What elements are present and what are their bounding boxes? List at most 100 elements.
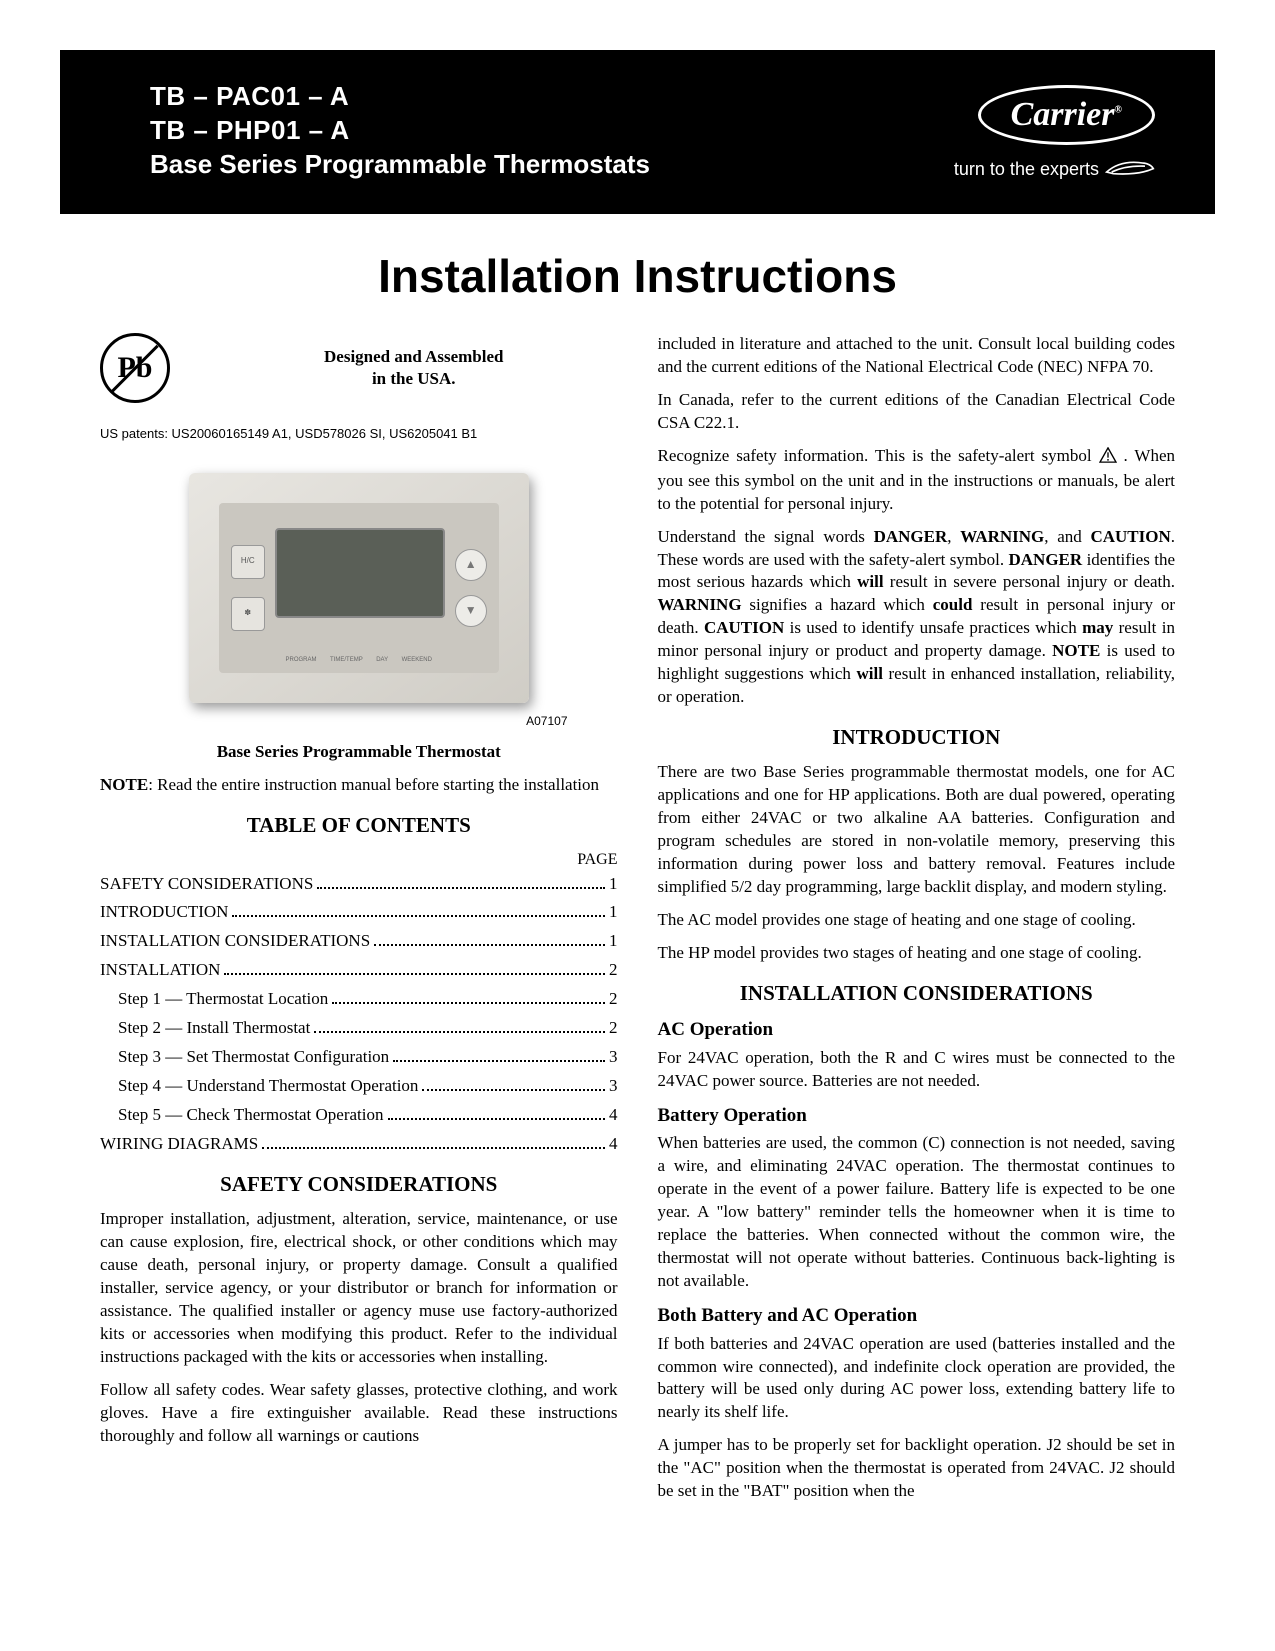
toc-page: 1 [609, 930, 618, 953]
toc-label: Step 5 — Check Thermostat Operation [118, 1104, 384, 1127]
toc-page: 4 [609, 1133, 618, 1156]
safety-paragraph-2: Follow all safety codes. Wear safety gla… [100, 1379, 618, 1448]
toc-item: INTRODUCTION 1 [100, 901, 618, 924]
toc-leader [393, 1060, 605, 1062]
toc-leader [314, 1031, 605, 1033]
both-operation-heading: Both Battery and AC Operation [658, 1303, 1176, 1329]
toc-item: Step 2 — Install Thermostat 2 [100, 1017, 618, 1040]
toc-leader [224, 973, 605, 975]
down-button-icon: ▼ [455, 595, 487, 627]
sw-caution-2: CAUTION [704, 618, 784, 637]
toc-item: WIRING DIAGRAMS 4 [100, 1133, 618, 1156]
brand-block: Carrier® turn to the experts [954, 80, 1155, 184]
sw-s4: signifies a hazard which [742, 595, 933, 614]
toc-item: Step 4 — Understand Thermostat Operation… [100, 1075, 618, 1098]
toc-leader [388, 1118, 606, 1120]
right-paragraph-2: In Canada, refer to the current editions… [658, 389, 1176, 435]
brand-tagline-row: turn to the experts [954, 155, 1155, 184]
toc-item: Step 3 — Set Thermostat Configuration 3 [100, 1046, 618, 1069]
thermostat-device-image: H/C ✽ ▲ ▼ PROGRAMTIME/TEMPDAYWEEKEND [189, 473, 529, 703]
toc-leader [332, 1002, 605, 1004]
toc-list: SAFETY CONSIDERATIONS1 INTRODUCTION1 INS… [100, 873, 618, 1156]
right-paragraph-1: included in literature and attached to t… [658, 333, 1176, 379]
sw-will-2: will [856, 664, 882, 683]
toc-page: 4 [609, 1104, 618, 1127]
pb-symbol: Pb [117, 348, 152, 389]
sw-will: will [857, 572, 883, 591]
ac-paragraph: For 24VAC operation, both the R and C wi… [658, 1047, 1176, 1093]
toc-item: INSTALLATION2 [100, 959, 618, 982]
toc-page: 2 [609, 1017, 618, 1040]
battery-operation-heading: Battery Operation [658, 1103, 1176, 1129]
safety-paragraph-1: Improper installation, adjustment, alter… [100, 1208, 618, 1369]
page: TB – PAC01 – A TB – PHP01 – A Base Serie… [0, 50, 1275, 1573]
toc-label: Step 3 — Set Thermostat Configuration [118, 1046, 389, 1069]
lead-free-icon: Pb [100, 333, 170, 403]
up-button-icon: ▲ [455, 549, 487, 581]
battery-paragraph: When batteries are used, the common (C) … [658, 1132, 1176, 1293]
patents-line: US patents: US20060165149 A1, USD578026 … [100, 425, 618, 443]
sw-sep1: , [947, 527, 960, 546]
toc-label: Step 2 — Install Thermostat [118, 1017, 310, 1040]
toc-item: SAFETY CONSIDERATIONS1 [100, 873, 618, 896]
toc-leader [262, 1147, 605, 1149]
document-title: Installation Instructions [0, 249, 1275, 303]
content-columns: Pb Designed and Assembled in the USA. US… [0, 333, 1275, 1573]
designed-line-2: in the USA. [372, 369, 456, 388]
brand-logo: Carrier® [978, 85, 1155, 145]
safety-heading: SAFETY CONSIDERATIONS [100, 1170, 618, 1198]
toc-item: Step 5 — Check Thermostat Operation 4 [100, 1104, 618, 1127]
toc-label: INTRODUCTION [100, 901, 228, 924]
toc-heading: TABLE OF CONTENTS [100, 811, 618, 839]
toc-label: SAFETY CONSIDERATIONS [100, 873, 313, 896]
toc-label: Step 1 — Thermostat Location [118, 988, 328, 1011]
note-paragraph: NOTE: Read the entire instruction manual… [100, 774, 618, 797]
p3-part-a: Recognize safety information. This is th… [658, 446, 1099, 465]
toc-page: 2 [609, 988, 618, 1011]
introduction-heading: INTRODUCTION [658, 723, 1176, 751]
toc-leader [232, 915, 605, 917]
document-header: TB – PAC01 – A TB – PHP01 – A Base Serie… [60, 50, 1215, 214]
model-number-2: TB – PHP01 – A [150, 114, 650, 148]
product-subtitle: Base Series Programmable Thermostats [150, 148, 650, 182]
toc-item: INSTALLATION CONSIDERATIONS 1 [100, 930, 618, 953]
toc-page: 1 [609, 901, 618, 924]
both-paragraph-2: A jumper has to be properly set for back… [658, 1434, 1176, 1503]
safety-alert-icon [1099, 447, 1117, 470]
toc-label: WIRING DIAGRAMS [100, 1133, 258, 1156]
model-number-1: TB – PAC01 – A [150, 80, 650, 114]
toc-page: 3 [609, 1075, 618, 1098]
sw-warning: WARNING [960, 527, 1044, 546]
header-left: TB – PAC01 – A TB – PHP01 – A Base Serie… [150, 80, 650, 181]
sw-warning-2: WARNING [658, 595, 742, 614]
right-paragraph-3: Recognize safety information. This is th… [658, 445, 1176, 516]
sw-pre: Understand the signal words [658, 527, 874, 546]
fan-button-icon: ✽ [231, 597, 265, 631]
designed-line-1: Designed and Assembled [324, 347, 503, 366]
sw-s3: result in severe personal injury or deat… [884, 572, 1175, 591]
sw-danger-2: DANGER [1009, 550, 1083, 569]
toc-label: Step 4 — Understand Thermostat Operation [118, 1075, 418, 1098]
intro-paragraph-2: The AC model provides one stage of heati… [658, 909, 1176, 932]
lead-free-row: Pb Designed and Assembled in the USA. [100, 333, 618, 403]
sw-caution: CAUTION [1090, 527, 1170, 546]
figure-id: A07107 [140, 713, 578, 729]
toc-label: INSTALLATION CONSIDERATIONS [100, 930, 370, 953]
brand-tagline: turn to the experts [954, 159, 1099, 180]
note-text: : Read the entire instruction manual bef… [148, 775, 599, 794]
sw-could: could [933, 595, 973, 614]
sw-sep2: , and [1044, 527, 1090, 546]
note-label: NOTE [100, 775, 148, 794]
leaf-icon [1105, 155, 1155, 184]
button-labels-row: PROGRAMTIME/TEMPDAYWEEKEND [279, 656, 439, 664]
figure-caption: Base Series Programmable Thermostat [100, 741, 618, 764]
designed-text: Designed and Assembled in the USA. [210, 346, 618, 390]
right-column: included in literature and attached to t… [658, 333, 1176, 1513]
toc-leader [422, 1089, 605, 1091]
both-paragraph-1: If both batteries and 24VAC operation ar… [658, 1333, 1176, 1425]
thermostat-figure: H/C ✽ ▲ ▼ PROGRAMTIME/TEMPDAYWEEKEND A07… [140, 473, 578, 729]
toc-page: 3 [609, 1046, 618, 1069]
hc-button-icon: H/C [231, 545, 265, 579]
left-column: Pb Designed and Assembled in the USA. US… [100, 333, 618, 1513]
toc-page-label: PAGE [100, 849, 618, 871]
